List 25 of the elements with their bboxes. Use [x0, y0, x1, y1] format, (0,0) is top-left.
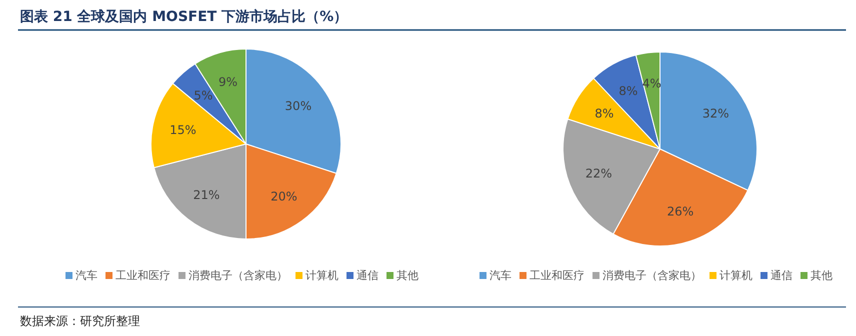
legend-label: 消费电子（含家电） [188, 269, 288, 282]
legend-label: 工业和医疗 [116, 269, 170, 282]
data-label: 8% [594, 106, 614, 121]
source-note: 数据来源：研究所整理 [20, 314, 140, 328]
legend-label: 通信 [770, 269, 792, 282]
data-label: 21% [193, 188, 220, 202]
legend-label: 其他 [810, 269, 832, 282]
chart-title: 图表 21 全球及国内 MOSFET 下游市场占比（%） [20, 8, 348, 25]
data-label: 8% [618, 84, 638, 98]
legend-label: 计算机 [306, 269, 338, 282]
data-label: 9% [218, 74, 238, 89]
legend-label: 计算机 [720, 269, 752, 282]
data-label: 30% [284, 99, 312, 114]
legend-label: 消费电子（含家电） [602, 269, 702, 282]
data-label: 5% [194, 88, 213, 103]
legend-label: 工业和医疗 [530, 269, 584, 282]
data-label: 20% [270, 189, 298, 204]
legend-label: 汽车 [490, 269, 512, 282]
data-label: 22% [585, 166, 612, 180]
data-label: 26% [667, 204, 694, 219]
legend-label: 其他 [396, 269, 418, 282]
data-label: 15% [170, 122, 196, 137]
data-label: 32% [702, 106, 730, 121]
legend-label: 通信 [356, 269, 378, 282]
legend-label: 汽车 [76, 269, 98, 282]
